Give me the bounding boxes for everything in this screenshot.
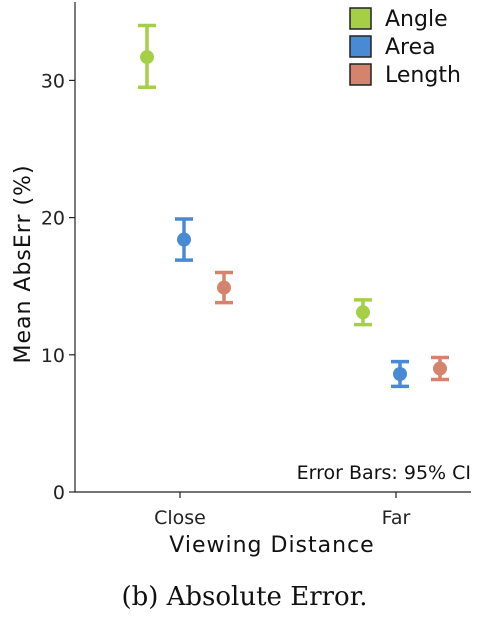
y-tick-label: 0 [53, 482, 65, 504]
x-axis: Close Far [75, 491, 471, 529]
legend-label-length: Length [385, 63, 461, 88]
y-tick-label: 30 [41, 70, 65, 92]
data-point-marker [177, 232, 191, 247]
x-tick-label: Far [382, 507, 411, 529]
chart: 0 10 20 30 Close Far Viewing Distance Mean A… [11, 2, 471, 558]
x-axis-title: Viewing Distance [169, 533, 374, 558]
legend-swatch-area [349, 35, 372, 58]
legend-swatch-length [349, 63, 372, 86]
figure-caption: (b) Absolute Error. [121, 582, 368, 612]
data-point-marker [217, 280, 231, 295]
legend: Angle Area Length [349, 7, 461, 88]
data-point-marker [393, 367, 407, 382]
legend-label-angle: Angle [385, 7, 448, 32]
x-tick-label: Close [154, 507, 206, 529]
data-point-area [391, 359, 409, 389]
data-point-marker [140, 50, 154, 65]
y-axis: 0 10 20 30 [41, 2, 76, 504]
data-points [138, 23, 449, 389]
data-point-area [175, 217, 193, 262]
error-bars-note: Error Bars: 95% CI [297, 462, 471, 484]
data-point-marker [433, 361, 447, 376]
legend-label-area: Area [385, 35, 436, 60]
data-point-angle [138, 23, 156, 90]
data-point-length [431, 355, 449, 382]
y-axis-title: Mean AbsErr (%) [11, 164, 36, 363]
y-tick-label: 10 [41, 345, 65, 367]
y-tick-label: 20 [41, 208, 65, 230]
data-point-length [215, 270, 233, 305]
legend-swatch-angle [349, 7, 372, 30]
data-point-marker [356, 305, 370, 320]
data-point-angle [354, 298, 372, 327]
